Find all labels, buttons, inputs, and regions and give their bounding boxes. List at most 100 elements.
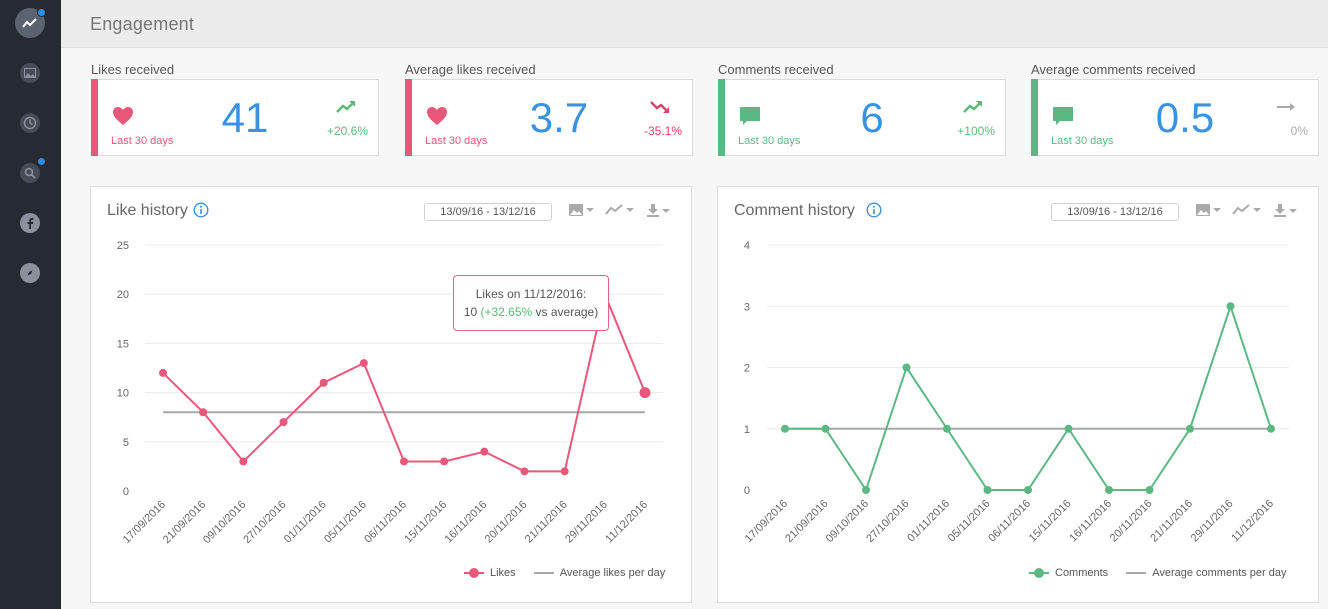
tooltip-body: 10 (+32.65% vs average) (454, 303, 608, 321)
notification-badge (37, 8, 46, 17)
notification-badge (37, 157, 46, 166)
x-tick-label: 27/10/2016 (864, 498, 911, 545)
x-tick-label: 05/11/2016 (946, 498, 993, 545)
chart-legend: Comments Average comments per day (1029, 567, 1287, 579)
data-point (821, 424, 830, 433)
x-tick-label: 16/11/2016 (1067, 498, 1114, 545)
chart-line-dropdown[interactable] (605, 204, 634, 216)
legend-label-average[interactable]: Average likes per day (559, 567, 666, 579)
y-tick-label: 2 (744, 363, 750, 375)
data-point (1145, 486, 1154, 494)
chevron-down-icon (586, 208, 594, 212)
chart-tooltip: Likes on 11/12/2016: 10 (+32.65% vs aver… (453, 275, 609, 331)
chevron-down-icon (626, 208, 634, 212)
like-history-chart: 051015202517/09/201621/09/201609/10/2016… (117, 240, 663, 546)
date-range-picker[interactable]: 13/09/16 - 13/12/16 (424, 203, 552, 221)
x-tick-label: 11/12/2016 (1229, 498, 1276, 545)
chart-line-dropdown[interactable] (1232, 204, 1261, 216)
analytics-icon (22, 18, 37, 28)
legend-label-average[interactable]: Average comments per day (1152, 567, 1287, 579)
x-tick-label: 20/11/2016 (1108, 498, 1155, 545)
stat-trend: 0% (1290, 124, 1308, 138)
trend-flat-icon (1277, 103, 1295, 111)
x-tick-label: 21/11/2016 (1148, 498, 1195, 545)
y-tick-label: 15 (117, 338, 129, 350)
x-tick-label: 15/11/2016 (402, 499, 449, 546)
stat-label: Average likes received (405, 62, 536, 77)
panel-title: Comment history (734, 202, 855, 219)
line-chart-icon (1232, 204, 1250, 215)
y-tick-label: 5 (123, 437, 129, 449)
series-line (785, 303, 1272, 493)
x-tick-label: 29/11/2016 (563, 499, 610, 546)
data-point (319, 378, 328, 387)
x-tick-label: 01/11/2016 (905, 498, 952, 545)
stat-label: Likes received (91, 62, 175, 77)
download-dropdown[interactable] (1274, 204, 1297, 217)
data-point (1024, 486, 1032, 494)
data-point (159, 368, 167, 377)
x-tick-label: 11/12/2016 (603, 499, 650, 546)
x-tick-label: 06/11/2016 (986, 498, 1033, 545)
download-dropdown[interactable] (647, 204, 670, 217)
x-tick-label: 29/11/2016 (1189, 498, 1236, 545)
download-icon (647, 204, 659, 217)
data-point (480, 447, 489, 456)
data-point (1226, 302, 1235, 311)
x-tick-label: 09/10/2016 (824, 498, 871, 545)
stat-accent-bar (718, 79, 725, 156)
stat-value: 41 (221, 94, 269, 141)
sidebar-item-schedule[interactable] (15, 108, 45, 138)
panel-title: Like history (107, 202, 188, 219)
stat-card-comments: Comments received Last 30 days 6 +100% (718, 62, 1006, 156)
stat-period: Last 30 days (425, 135, 488, 147)
comment-icon (1053, 107, 1073, 125)
x-tick-label: 15/11/2016 (1027, 498, 1074, 545)
data-point (440, 457, 449, 466)
line-chart-icon (605, 204, 623, 215)
data-point (199, 408, 208, 417)
data-point (1186, 424, 1194, 433)
sidebar-item-search[interactable] (15, 158, 45, 188)
legend-swatch-average (1126, 568, 1147, 578)
comment-history-panel: Comment history 13/09/16 - 13/12/16 0 1 2 3… (717, 186, 1319, 603)
data-point (639, 387, 651, 399)
chart-type-image-dropdown[interactable] (1196, 204, 1221, 216)
image-icon (569, 204, 583, 216)
chart-type-image-dropdown[interactable] (569, 204, 594, 216)
date-range-picker[interactable]: 13/09/16 - 13/12/16 (1051, 203, 1179, 221)
sidebar-item-facebook[interactable] (15, 208, 45, 238)
stat-card-likes: Likes received Last 30 days 41 +20.6% (91, 62, 379, 156)
data-point (1105, 486, 1113, 494)
comment-history-chart: 0 1 2 3 4 17/09/201621/09/201609/10/201627/10… (743, 240, 1289, 545)
sidebar (0, 0, 61, 609)
info-icon[interactable] (866, 202, 882, 218)
y-tick-label: 3 (744, 301, 750, 313)
stat-label: Comments received (718, 62, 834, 77)
stat-box: Last 30 days 6 +100% (718, 79, 1006, 156)
y-tick-label: 10 (117, 388, 129, 400)
y-tick-label: 1 (744, 424, 750, 436)
chevron-down-icon (1253, 208, 1261, 212)
info-icon[interactable] (193, 202, 209, 218)
tooltip-title: Likes on 11/12/2016: (475, 287, 587, 301)
heart-icon (113, 107, 133, 125)
x-tick-label: 27/10/2016 (241, 499, 288, 546)
legend-label-likes[interactable]: Likes (490, 567, 516, 579)
stat-label: Average comments received (1031, 62, 1196, 77)
legend-swatch-likes (464, 568, 484, 578)
data-point (943, 424, 951, 433)
sidebar-item-media[interactable] (15, 58, 45, 88)
compass-icon (20, 263, 40, 283)
chevron-down-icon (662, 208, 670, 213)
data-point (520, 467, 529, 476)
comment-icon (740, 107, 760, 125)
image-icon (20, 63, 40, 83)
page-title: Engagement (90, 14, 195, 34)
chevron-down-icon (1289, 208, 1297, 213)
download-icon (1274, 204, 1286, 217)
legend-label-comments[interactable]: Comments (1055, 567, 1109, 579)
sidebar-item-explore[interactable] (15, 258, 45, 288)
stat-value: 0.5 (1155, 94, 1215, 141)
x-tick-label: 21/11/2016 (523, 499, 570, 546)
